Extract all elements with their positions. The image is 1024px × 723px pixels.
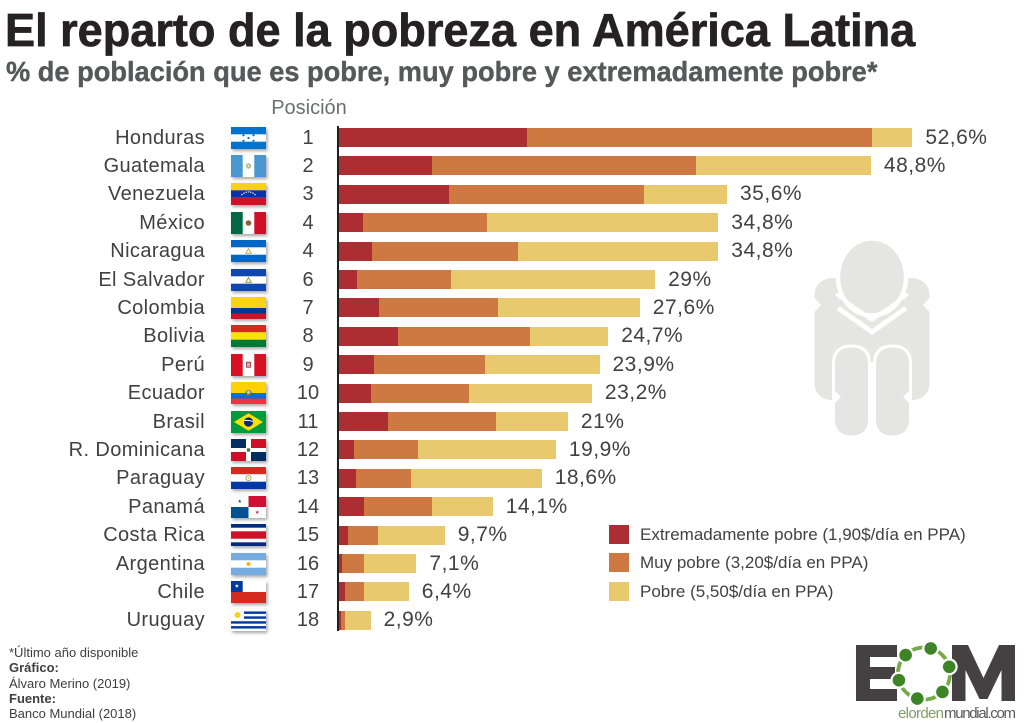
svg-text:elorden: elorden	[898, 705, 944, 722]
svg-text:mundial.com: mundial.com	[944, 705, 1016, 722]
